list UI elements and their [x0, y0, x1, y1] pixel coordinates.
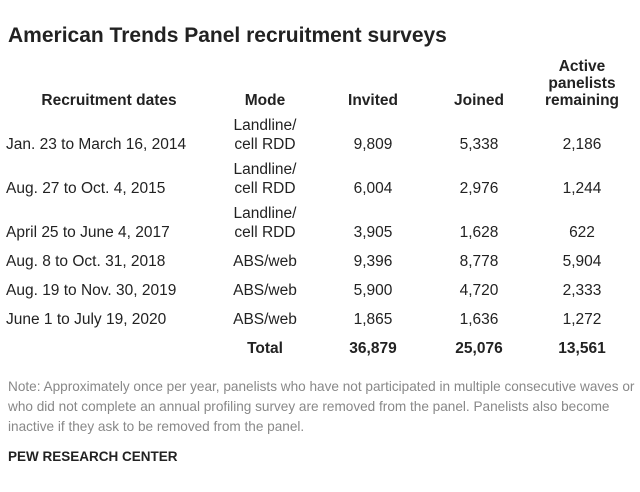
- table-header: Recruitment dates Mode Invited Joined Active…: [0, 58, 640, 115]
- cell-text: Total: [247, 340, 283, 357]
- cell-text: 5,900: [353, 282, 393, 299]
- table-cell: 5,900: [312, 276, 434, 305]
- table: Recruitment dates Mode Invited Joined Active…: [0, 58, 640, 363]
- table-cell: [0, 334, 218, 363]
- total-row: Total 36,879 25,076 13,561: [0, 334, 640, 363]
- cell-text: 9,396: [353, 253, 393, 270]
- table-cell: 5,338: [434, 115, 524, 159]
- table-cell: 1,865: [312, 305, 434, 334]
- table-cell: Landline/ cell RDD: [218, 115, 312, 159]
- cell-text: 8,778: [459, 253, 499, 270]
- column-header-text: Recruitment dates: [41, 92, 177, 109]
- table-cell: ABS/web: [218, 305, 312, 334]
- cell-text: Landline/ cell RDD: [233, 161, 297, 197]
- table-cell: 1,628: [434, 203, 524, 247]
- table-cell: ABS/web: [218, 276, 312, 305]
- cell-text: 36,879: [349, 340, 397, 357]
- column-header-text: Active panelists remaining: [544, 58, 620, 109]
- table-cell: June 1 to July 19, 2020: [0, 305, 218, 334]
- table-cell: Landline/ cell RDD: [218, 159, 312, 203]
- cell-text: 2,976: [459, 180, 499, 197]
- column-header: Active panelists remaining: [524, 58, 640, 115]
- table-row: Aug. 19 to Nov. 30, 2019 ABS/web 5,900 4,72…: [0, 276, 640, 305]
- cell-text: 1,865: [353, 311, 393, 328]
- table-cell: Total: [218, 334, 312, 363]
- column-header: Invited: [312, 58, 434, 115]
- cell-text: 5,904: [562, 253, 602, 270]
- cell-text: 1,244: [562, 180, 602, 197]
- cell-text: 6,004: [353, 180, 393, 197]
- cell-text: ABS/web: [233, 253, 297, 270]
- table-cell: 1,272: [524, 305, 640, 334]
- table-row: April 25 to June 4, 2017 Landline/ cell R…: [0, 203, 640, 247]
- cell-text: 622: [569, 224, 595, 241]
- table-cell: 1,244: [524, 159, 640, 203]
- cell-text: Landline/ cell RDD: [233, 117, 297, 153]
- cell-text: 2,186: [562, 136, 602, 153]
- note: Note: Approximately once per year, panel…: [8, 379, 635, 434]
- table-row: June 1 to July 19, 2020 ABS/web 1,865 1,636…: [0, 305, 640, 334]
- table-cell: 4,720: [434, 276, 524, 305]
- column-header-text: Invited: [348, 92, 398, 109]
- table-cell: 36,879: [312, 334, 434, 363]
- title: American Trends Panel recruitment survey…: [8, 24, 447, 47]
- source: PEW RESEARCH CENTER: [8, 449, 178, 464]
- table-cell: 2,976: [434, 159, 524, 203]
- cell-text: 3,905: [353, 224, 393, 241]
- table-cell: Aug. 8 to Oct. 31, 2018: [0, 247, 218, 276]
- cell-text: Jan. 23 to March 16, 2014: [6, 136, 187, 153]
- table-cell: Aug. 27 to Oct. 4, 2015: [0, 159, 218, 203]
- cell-text: 2,333: [562, 282, 602, 299]
- table-cell: 2,333: [524, 276, 640, 305]
- table-cell: Aug. 19 to Nov. 30, 2019: [0, 276, 218, 305]
- table-row: Aug. 27 to Oct. 4, 2015 Landline/ cell RD…: [0, 159, 640, 203]
- cell-text: Aug. 8 to Oct. 31, 2018: [6, 253, 166, 270]
- cell-text: 4,720: [459, 282, 499, 299]
- cell-text: 1,272: [562, 311, 602, 328]
- header-row: Recruitment dates Mode Invited Joined Active…: [0, 58, 640, 115]
- cell-text: April 25 to June 4, 2017: [6, 224, 170, 241]
- cell-text: 5,338: [459, 136, 499, 153]
- table-cell: Landline/ cell RDD: [218, 203, 312, 247]
- cell-text: 1,636: [459, 311, 499, 328]
- table-body: Jan. 23 to March 16, 2014 Landline/ cell …: [0, 115, 640, 363]
- table-cell: 9,809: [312, 115, 434, 159]
- table-cell: 3,905: [312, 203, 434, 247]
- cell-text: 1,628: [459, 224, 499, 241]
- table-cell: 1,636: [434, 305, 524, 334]
- table-cell: Jan. 23 to March 16, 2014: [0, 115, 218, 159]
- column-header: Joined: [434, 58, 524, 115]
- table-cell: 6,004: [312, 159, 434, 203]
- cell-text: ABS/web: [233, 311, 297, 328]
- table-cell: 8,778: [434, 247, 524, 276]
- cell-text: Landline/ cell RDD: [233, 205, 297, 241]
- table-cell: 5,904: [524, 247, 640, 276]
- table-cell: 622: [524, 203, 640, 247]
- cell-text: Aug. 27 to Oct. 4, 2015: [6, 180, 166, 197]
- table-cell: 2,186: [524, 115, 640, 159]
- cell-text: 9,809: [353, 136, 393, 153]
- table-cell: 9,396: [312, 247, 434, 276]
- table-row: Jan. 23 to March 16, 2014 Landline/ cell …: [0, 115, 640, 159]
- cell-text: June 1 to July 19, 2020: [6, 311, 167, 328]
- cell-text: ABS/web: [233, 282, 297, 299]
- column-header-text: Joined: [454, 92, 504, 109]
- column-header: Mode: [218, 58, 312, 115]
- table-cell: April 25 to June 4, 2017: [0, 203, 218, 247]
- cell-text: Aug. 19 to Nov. 30, 2019: [6, 282, 177, 299]
- table-cell: 13,561: [524, 334, 640, 363]
- table-cell: ABS/web: [218, 247, 312, 276]
- cell-text: 13,561: [558, 340, 606, 357]
- table-row: Aug. 8 to Oct. 31, 2018 ABS/web 9,396 8,778…: [0, 247, 640, 276]
- column-header: Recruitment dates: [0, 58, 218, 115]
- column-header-text: Mode: [244, 92, 286, 109]
- table-cell: 25,076: [434, 334, 524, 363]
- cell-text: 25,076: [455, 340, 503, 357]
